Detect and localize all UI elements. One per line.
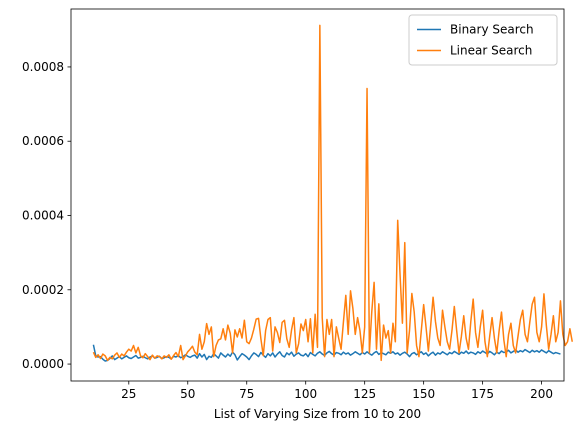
series-line-linear-search	[93, 25, 572, 360]
series-lines	[93, 25, 572, 361]
x-axis: 25 50 75 100 125 150 175 200	[121, 381, 553, 401]
y-tick-label: 0.0002	[22, 283, 64, 297]
y-tick-label: 0.0006	[22, 134, 64, 148]
x-tick-label: 125	[353, 387, 376, 401]
y-tick-label: 0.0000	[22, 357, 64, 371]
x-tick-label: 100	[294, 387, 317, 401]
y-tick-label: 0.0004	[22, 209, 64, 223]
x-tick-label: 75	[239, 387, 254, 401]
x-tick-label: 50	[180, 387, 195, 401]
legend-label-linear-search: Linear Search	[450, 44, 532, 58]
series-line-binary-search	[93, 345, 560, 361]
legend-label-binary-search: Binary Search	[450, 23, 534, 37]
x-tick-label: 25	[121, 387, 136, 401]
x-tick-label: 150	[412, 387, 435, 401]
x-tick-label: 200	[530, 387, 553, 401]
y-tick-label: 0.0008	[22, 60, 64, 74]
legend: Binary Search Linear Search	[409, 15, 557, 65]
y-axis: 0.0000 0.0002 0.0004 0.0006 0.0008	[22, 60, 71, 371]
x-axis-label: List of Varying Size from 10 to 200	[214, 407, 421, 421]
x-tick-label: 175	[471, 387, 494, 401]
